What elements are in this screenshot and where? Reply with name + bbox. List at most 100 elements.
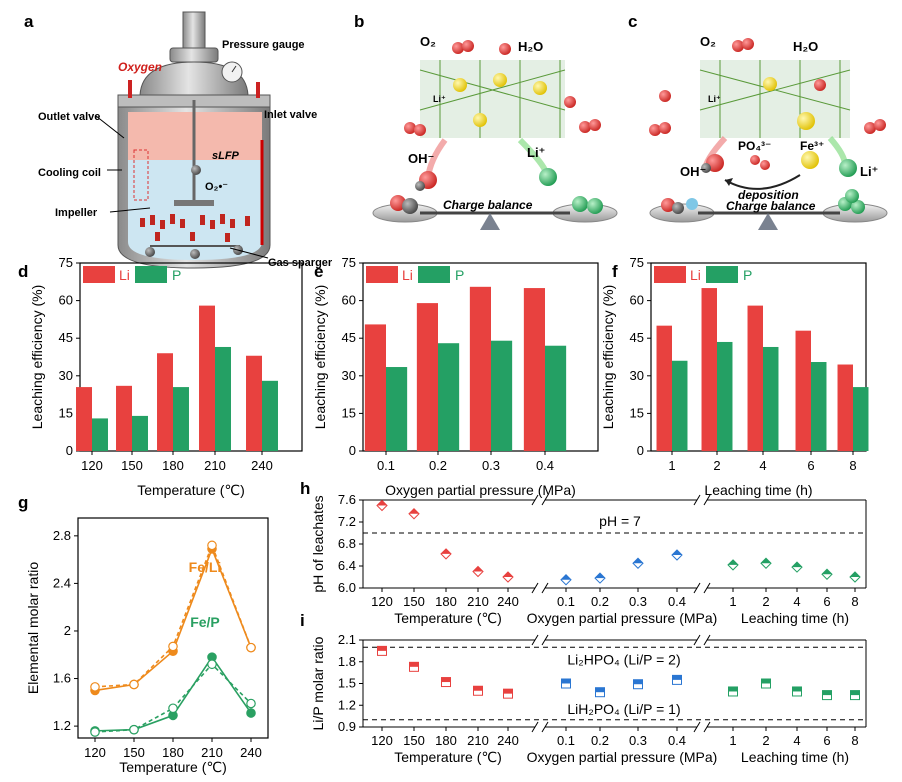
oxygen-molecule [659, 122, 671, 134]
oxygen-molecule [649, 124, 661, 136]
x-axis-title: Temperature (℃) [394, 749, 502, 765]
oxygen-molecule [414, 124, 426, 136]
bar-li [656, 325, 672, 451]
bar-p [262, 380, 278, 451]
y-tick-label: 1.2 [338, 697, 356, 712]
phosphate-ion [750, 155, 760, 165]
y-tick-label: 0 [66, 443, 73, 458]
x-tick-label: 240 [251, 458, 273, 473]
y-tick-label: 60 [630, 293, 644, 308]
li-ion [587, 198, 603, 214]
oxygen-molecule [462, 40, 474, 52]
x-axis-title: Temperature (℃) [394, 610, 502, 626]
x-tick-label: 120 [84, 745, 106, 760]
axis-break [693, 494, 701, 506]
data-point [207, 659, 217, 670]
x-axis-title: Temperature (℃) [119, 759, 227, 775]
x-tick-label: 150 [403, 733, 425, 748]
lattice-li-label: Li⁺ [433, 94, 446, 104]
y-axis-title: Leaching efficiency (%) [600, 285, 616, 429]
data-point [168, 703, 178, 714]
y-tick-label: 45 [59, 330, 73, 345]
y-tick-label: 0 [637, 443, 644, 458]
inlet-valve-label: Inlet valve [264, 109, 317, 121]
fulcrum [758, 213, 778, 230]
bar-p [132, 415, 148, 451]
lattice-bonds [699, 60, 851, 138]
x-tick-label: 4 [793, 733, 800, 748]
axis-break [703, 582, 711, 594]
slfp-label: sLFP [212, 150, 240, 162]
data-marker-fill [409, 662, 419, 667]
y-tick-label: 60 [342, 293, 356, 308]
oxygen-label: Oxygen [118, 60, 162, 74]
axis-break [531, 721, 539, 733]
x-tick-label: 6 [807, 458, 814, 473]
x-tick-label: 240 [240, 745, 262, 760]
bubble [190, 249, 200, 259]
y-tick-label: 30 [342, 368, 356, 383]
annotation-fe-li: Fe/Li [189, 559, 222, 575]
y-tick-label: 15 [342, 405, 356, 420]
y-axis-title: Elemental molar ratio [25, 562, 41, 694]
x-tick-label: 2 [762, 733, 769, 748]
reactor-illustration [95, 11, 271, 269]
leader-impeller [109, 207, 151, 213]
data-marker-fill [761, 558, 771, 564]
panel-label-d: d [18, 262, 28, 281]
x-tick-label: 210 [201, 745, 223, 760]
bubble [191, 165, 201, 175]
oh-label-c: OH⁻ [680, 164, 706, 179]
cooling-coil-label: Cooling coil [38, 167, 101, 179]
motor-base [169, 47, 219, 63]
y-tick-label: 6.4 [338, 558, 356, 573]
bar-li [199, 305, 215, 451]
outlet-valve-label: Outlet valve [38, 111, 100, 123]
charge-balance-c: Charge balance [726, 199, 816, 213]
y-tick-label: 6.0 [338, 580, 356, 595]
phosphate-ion [686, 198, 698, 210]
y-tick-label: 0 [349, 443, 356, 458]
oxygen-molecule [579, 121, 591, 133]
axis-break [541, 721, 549, 733]
legend-swatch-p [135, 266, 167, 283]
y-tick-label: 0.9 [338, 719, 356, 734]
series-line [94, 543, 252, 688]
oh-ion [661, 198, 675, 212]
x-tick-label: 8 [851, 733, 858, 748]
data-point [168, 641, 178, 652]
data-marker-fill [473, 566, 483, 572]
h2o-label-b: H₂O [518, 39, 543, 54]
panel-label-e: e [314, 262, 323, 281]
x-axis-title: Leaching time (h) [704, 482, 812, 498]
y-tick-label: 75 [630, 255, 644, 270]
y-tick-label: 7.6 [338, 492, 356, 507]
crystal-lattice [420, 60, 565, 138]
impeller-label: Impeller [55, 207, 98, 219]
legend-swatch-li [366, 266, 398, 283]
oxygen-molecule [404, 122, 416, 134]
x-tick-label: 1 [729, 733, 736, 748]
bar-li [157, 353, 173, 451]
bar-p [853, 387, 869, 451]
x-tick-label: 2 [713, 458, 720, 473]
y-axis-title: Leaching efficiency (%) [312, 285, 328, 429]
x-axis-title: Leaching time (h) [741, 749, 849, 765]
legend-label-p: P [743, 267, 752, 283]
data-point [246, 642, 256, 653]
data-point [90, 727, 100, 737]
panel-label-b: b [354, 12, 364, 31]
superoxide-label: O₂•⁻ [205, 181, 228, 193]
data-marker-fill [672, 675, 682, 680]
oxygen-molecule [874, 119, 886, 131]
li-ion [839, 159, 857, 177]
reference-label: LiH₂PO₄ (Li/P = 1) [567, 701, 680, 717]
oxygen-molecule [589, 119, 601, 131]
leader-outlet [95, 115, 125, 139]
axis-break [693, 634, 701, 646]
reactor-lid [139, 61, 249, 96]
data-marker-fill [792, 562, 802, 568]
bar-p [763, 346, 779, 451]
lattice-li-label: Li⁺ [708, 94, 721, 104]
